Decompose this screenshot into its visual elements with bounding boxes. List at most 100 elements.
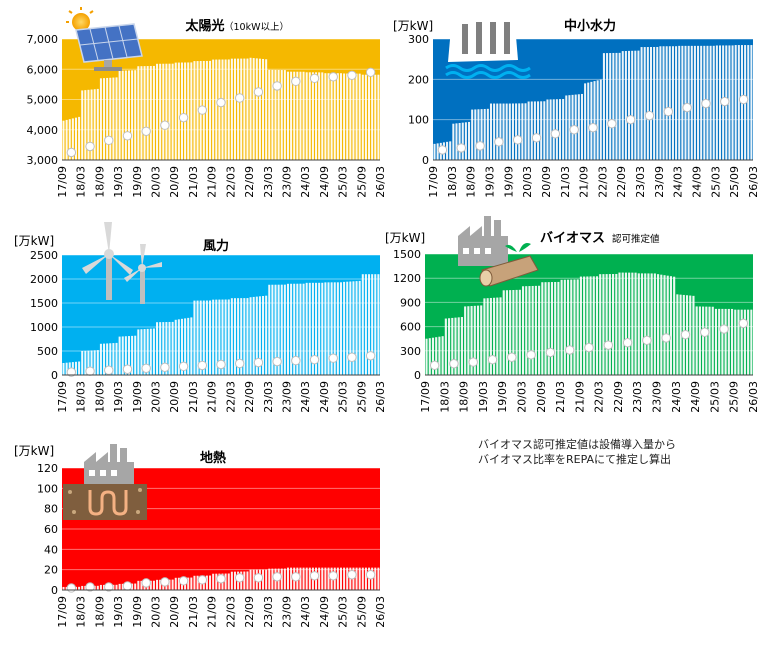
bar — [255, 296, 258, 375]
y-tick-label: 80 — [44, 503, 58, 516]
data-point — [309, 571, 320, 581]
bar — [131, 583, 134, 590]
bar — [118, 583, 121, 590]
bar — [286, 283, 289, 375]
bar — [93, 585, 96, 590]
bar — [371, 274, 374, 375]
bar — [521, 103, 524, 160]
bar — [196, 61, 199, 160]
data-point — [642, 335, 652, 346]
x-tick-label: 24/09 — [689, 381, 702, 413]
bar — [687, 45, 690, 160]
yticks-solar: 3,000 4,000 5,000 6,000 7,000 — [27, 33, 59, 167]
bar — [364, 567, 367, 590]
data-point — [526, 350, 536, 360]
bar — [137, 580, 140, 590]
bar — [448, 318, 451, 375]
bar — [377, 274, 380, 375]
x-tick-label: 24/09 — [318, 596, 331, 628]
bar — [549, 99, 552, 160]
bar — [115, 77, 118, 160]
y-tick-label: 200 — [408, 73, 429, 86]
data-point — [622, 338, 633, 348]
x-tick-label: 19/09 — [131, 596, 144, 628]
bar — [252, 296, 255, 375]
x-tick-label: 23/03 — [262, 596, 275, 628]
bar — [159, 63, 162, 160]
data-point — [122, 131, 133, 141]
x-tick-label: 25/09 — [355, 166, 368, 198]
bar — [103, 584, 106, 590]
bar — [377, 567, 380, 590]
bar — [458, 122, 461, 160]
y-tick-label: 0 — [51, 584, 58, 597]
bar — [346, 567, 349, 590]
bar — [499, 297, 502, 375]
y-tick-label: 1200 — [393, 272, 421, 285]
bar — [165, 63, 168, 160]
x-tick-label: 21/09 — [206, 596, 219, 628]
bar — [327, 567, 330, 590]
yticks-geothermal: 0 20 40 60 80 100 120 — [37, 462, 58, 597]
bar — [143, 329, 146, 375]
bar — [740, 309, 743, 375]
bar — [599, 79, 602, 160]
bar — [446, 141, 449, 160]
bar — [324, 567, 327, 590]
wind-turbine-icon — [82, 222, 162, 304]
x-tick-label: 18/03 — [75, 166, 88, 198]
bar — [296, 283, 299, 375]
bar — [177, 319, 180, 375]
bar — [499, 103, 502, 160]
bar — [62, 120, 65, 160]
bar — [352, 281, 355, 375]
bar — [734, 45, 737, 160]
bar — [99, 78, 102, 160]
dots-solar — [66, 67, 376, 158]
bar — [321, 567, 324, 590]
bar — [187, 317, 190, 375]
bar — [283, 284, 286, 375]
bar — [602, 274, 605, 375]
x-tick-label: 17/09 — [427, 166, 440, 198]
data-point — [291, 355, 301, 366]
unit-label-geothermal: [万kW] — [14, 444, 54, 458]
bar — [364, 274, 367, 375]
bar — [134, 70, 137, 160]
bar — [554, 281, 557, 375]
bar — [190, 62, 193, 160]
xticks-wind: 17/09 18/03 18/09 19/03 19/09 20/03 20/09 21/03… — [56, 381, 387, 413]
bar — [336, 282, 339, 375]
data-point — [197, 575, 207, 585]
bar — [530, 101, 533, 160]
data-point — [588, 123, 598, 133]
bar — [486, 298, 489, 375]
bar — [193, 300, 196, 375]
bar — [470, 306, 473, 375]
bar — [615, 273, 618, 375]
bar — [631, 272, 634, 375]
bar — [524, 103, 527, 160]
bar — [93, 89, 96, 160]
bar — [177, 577, 180, 590]
bar — [168, 63, 171, 160]
bar — [174, 62, 177, 160]
bar — [124, 336, 127, 375]
bar — [714, 308, 718, 375]
bar — [302, 283, 305, 375]
bar — [224, 59, 227, 161]
bar — [669, 276, 673, 375]
bar — [734, 309, 737, 375]
bar — [480, 109, 483, 160]
chart-title-wind: 風力 — [203, 238, 229, 254]
bar — [336, 73, 339, 160]
data-point — [513, 135, 523, 145]
x-tick-label: 19/09 — [496, 381, 509, 413]
x-tick-label: 26/03 — [374, 166, 387, 198]
data-point — [328, 571, 338, 581]
data-point — [253, 573, 264, 583]
bar — [74, 117, 77, 160]
bar — [90, 89, 93, 160]
solar-panel-icon — [66, 7, 143, 71]
data-point — [603, 340, 613, 350]
